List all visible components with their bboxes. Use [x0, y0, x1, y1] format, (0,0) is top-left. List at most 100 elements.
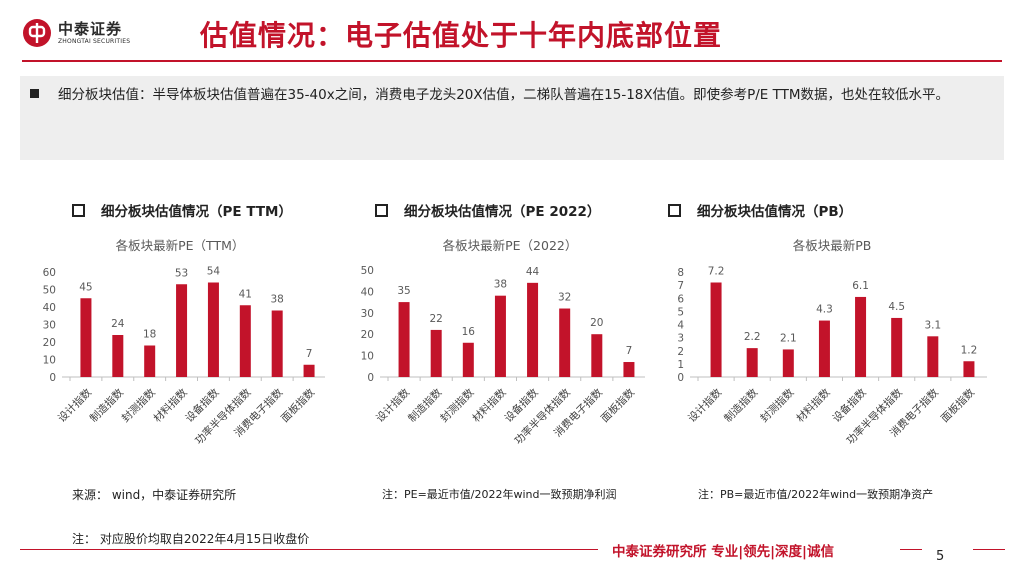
- y-tick-label: 50: [43, 285, 56, 297]
- footer-divider-right: [973, 549, 1005, 550]
- bar: [430, 329, 442, 377]
- price-date-note: 注： 对应股价均取自2022年4月15日收盘价: [72, 532, 310, 546]
- y-tick-label: 60: [43, 267, 56, 279]
- footer-divider-mid: [900, 549, 922, 550]
- x-tick-label: 面板指数: [598, 386, 637, 425]
- bar: [176, 284, 188, 377]
- logo-name-en: ZHONGTAI SECURITIES: [58, 37, 131, 45]
- chart-pe-ttm-svg: 各板块最新PE（TTM） 0 10 20 30 40 50 60 45 设计指数 24 制造指数 18 封…: [43, 238, 325, 448]
- y-tick-label: 0: [677, 372, 684, 384]
- y-tick-label: 10: [361, 351, 374, 363]
- x-tick-label: 制造指数: [405, 386, 444, 425]
- chart-title: 各板块最新PB: [793, 238, 872, 253]
- data-label: 3.1: [924, 319, 941, 331]
- x-tick-label: 材料指数: [151, 386, 190, 425]
- y-tick-label: 20: [43, 337, 56, 349]
- chart-pe-2022: 各板块最新PE（2022） 0 10 20 30 40 50 35 设计指数 22 制造指数 16 封测…: [350, 232, 650, 461]
- summary-box: 细分板块估值：半导体板块估值普遍在35-40x之间，消费电子龙头20X估值，二梯…: [20, 76, 1004, 160]
- bar: [80, 298, 92, 377]
- chart-pb: 各板块最新PB 0 1 2 3 4 5 6 7 8 7.2 设计指数 2.2 制造指数 2.1 封测指数 4.3…: [662, 232, 992, 461]
- bar: [462, 342, 474, 377]
- x-tick-label: 设计指数: [685, 386, 724, 425]
- data-label: 53: [175, 267, 188, 279]
- checkbox-square-icon: [668, 203, 681, 217]
- bar: [207, 282, 219, 377]
- y-tick-label: 0: [49, 372, 56, 384]
- bar: [623, 362, 635, 377]
- bar: [112, 335, 124, 377]
- chart-pe-2022-svg: 各板块最新PE（2022） 0 10 20 30 40 50 35 设计指数 22 制造指数 16 封测…: [361, 238, 645, 448]
- panel-heading-pe-2022: 细分板块估值情况（PE 2022）: [375, 200, 600, 220]
- data-label: 6.1: [852, 280, 869, 292]
- x-tick-label: 功率半导体指数: [192, 386, 254, 448]
- page-number: 5: [936, 549, 945, 564]
- y-tick-label: 6: [677, 293, 684, 305]
- x-tick-label: 设计指数: [373, 386, 412, 425]
- data-label: 2.1: [780, 332, 797, 344]
- data-label: 4.3: [816, 304, 833, 316]
- data-label: 7: [626, 345, 633, 357]
- y-tick-label: 40: [361, 286, 374, 298]
- y-tick-label: 1: [677, 359, 684, 371]
- x-tick-label: 功率半导体指数: [512, 386, 574, 448]
- panel-heading-pb: 细分板块估值情况（PB）: [668, 200, 852, 220]
- bar: [927, 336, 939, 377]
- y-tick-label: 30: [361, 308, 374, 320]
- data-label: 54: [207, 266, 221, 278]
- data-label: 7.2: [708, 266, 725, 278]
- chart-pe-ttm: 各板块最新PE（TTM） 0 10 20 30 40 50 60 45 设计指数 24 制造指数 18 封…: [30, 232, 330, 461]
- bar: [891, 317, 903, 377]
- pb-note: 注：PB=最近市值/2022年wind一致预期净资产: [698, 488, 934, 501]
- logo-mark-icon: [23, 19, 51, 47]
- checkbox-square-icon: [72, 203, 85, 217]
- x-tick-label: 设计指数: [55, 386, 94, 425]
- title-divider: [22, 60, 1002, 62]
- data-label: 4.5: [888, 301, 905, 313]
- y-tick-label: 8: [677, 267, 684, 279]
- data-label: 41: [239, 288, 252, 300]
- summary-text: 细分板块估值：半导体板块估值普遍在35-40x之间，消费电子龙头20X估值，二梯…: [58, 87, 950, 103]
- y-tick-label: 50: [361, 265, 374, 277]
- bar: [398, 302, 410, 377]
- pe-2022-note: 注：PE=最近市值/2022年wind一致预期净利润: [382, 488, 617, 501]
- x-tick-label: 封测指数: [119, 386, 158, 425]
- source-note: 来源： wind，中泰证券研究所: [72, 488, 237, 502]
- panel-heading-text: 细分板块估值情况（PE 2022）: [404, 204, 601, 220]
- x-tick-label: 制造指数: [87, 386, 126, 425]
- footer-divider-left: [20, 549, 598, 550]
- data-label: 22: [430, 313, 443, 325]
- data-label: 32: [558, 292, 571, 304]
- company-logo: 中泰证券 ZHONGTAI SECURITIES: [22, 18, 130, 48]
- y-tick-label: 30: [43, 320, 56, 332]
- bar: [303, 364, 315, 377]
- x-tick-label: 面板指数: [278, 386, 317, 425]
- footer-tagline: 中泰证券研究所 专业|领先|深度|诚信: [612, 544, 834, 560]
- checkbox-square-icon: [375, 203, 388, 217]
- square-bullet-icon: [30, 89, 39, 98]
- bar: [591, 334, 603, 377]
- bar: [527, 282, 539, 377]
- bar: [963, 361, 975, 377]
- data-label: 7: [306, 348, 313, 360]
- data-label: 20: [590, 317, 603, 329]
- y-tick-label: 40: [43, 302, 56, 314]
- bar: [239, 305, 251, 377]
- x-tick-label: 面板指数: [938, 386, 977, 425]
- panel-heading-text: 细分板块估值情况（PB）: [697, 204, 853, 220]
- data-label: 16: [462, 326, 476, 338]
- panel-heading-text: 细分板块估值情况（PE TTM）: [101, 204, 292, 220]
- bar: [818, 320, 830, 377]
- x-tick-label: 制造指数: [721, 386, 760, 425]
- data-label: 35: [397, 285, 410, 297]
- page-title: 估值情况：电子估值处于十年内底部位置: [200, 19, 723, 52]
- y-tick-label: 2: [677, 346, 684, 358]
- chart-title: 各板块最新PE（2022）: [443, 238, 578, 253]
- x-tick-label: 材料指数: [470, 386, 509, 425]
- x-tick-label: 封测指数: [438, 386, 477, 425]
- y-tick-label: 7: [677, 280, 684, 292]
- chart-title: 各板块最新PE（TTM）: [116, 238, 245, 253]
- y-tick-label: 4: [677, 320, 684, 332]
- bar: [710, 282, 722, 377]
- data-label: 18: [143, 329, 156, 341]
